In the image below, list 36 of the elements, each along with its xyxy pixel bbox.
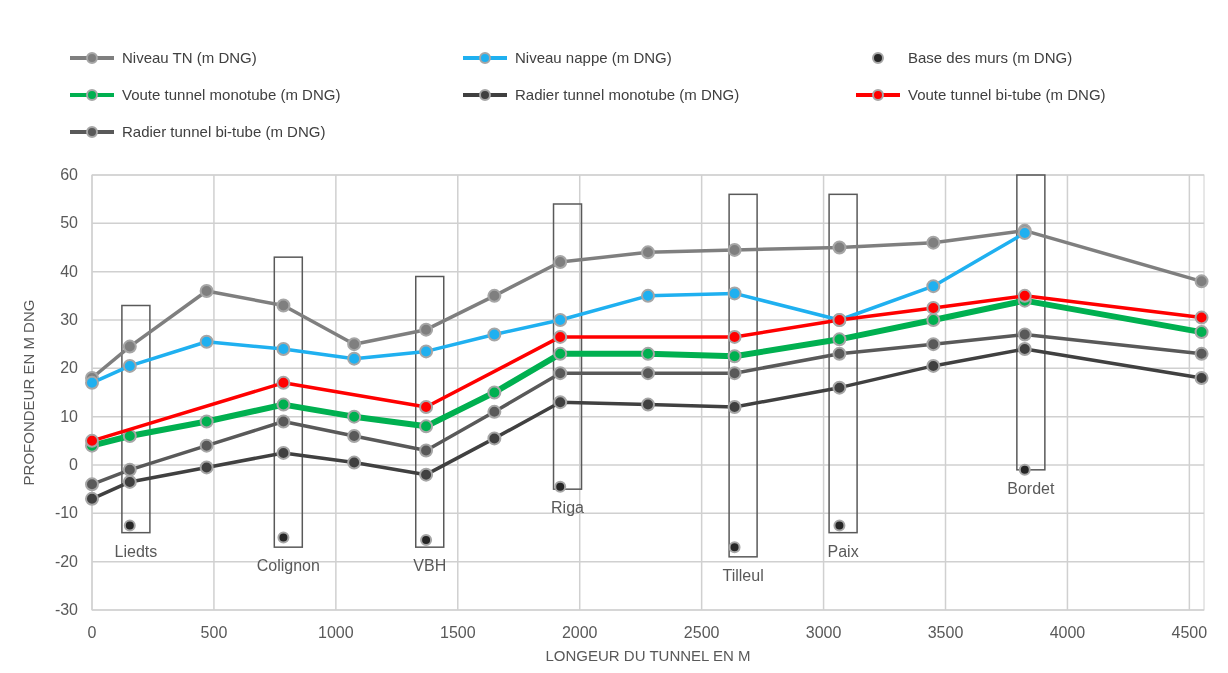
legend-label: Radier tunnel bi-tube (m DNG) — [122, 123, 326, 140]
y-tick-label: -20 — [54, 552, 79, 570]
legend-label: Voute tunnel monotube (m DNG) — [122, 86, 341, 103]
legend-label: Radier tunnel monotube (m DNG) — [515, 86, 740, 103]
legend-label: Base des murs (m DNG) — [908, 49, 1073, 66]
annotation: Liedts — [114, 542, 158, 560]
y-tick-label: 50 — [60, 214, 79, 232]
x-tick-label: 2500 — [683, 624, 720, 641]
x-tick-label: 1500 — [439, 624, 476, 641]
y-tick-label: 30 — [60, 311, 79, 328]
x-tick-label: 2000 — [561, 624, 598, 641]
y-tick-label: 10 — [60, 407, 79, 425]
y-tick-label: 20 — [60, 359, 79, 377]
x-tick-label: 0 — [87, 624, 97, 641]
annotation: VBH — [413, 557, 447, 575]
legend-label: Niveau nappe (m DNG) — [515, 49, 672, 66]
y-tick-label: -10 — [54, 504, 79, 522]
y-tick-label: -30 — [54, 601, 79, 618]
annotation: Riga — [551, 499, 585, 517]
y-axis-title: PROFONDEUR EN M DNG — [20, 299, 37, 486]
annotation: Tilleul — [722, 566, 764, 584]
x-tick-label: 3000 — [805, 624, 842, 641]
legend-label: Niveau TN (m DNG) — [122, 49, 257, 66]
x-tick-label: 1000 — [318, 624, 354, 641]
y-tick-label: 0 — [69, 456, 79, 473]
annotation: Paix — [827, 542, 859, 560]
x-tick-label: 4500 — [1171, 624, 1208, 641]
y-tick-label: 60 — [60, 166, 79, 183]
legend-label: Voute tunnel bi-tube (m DNG) — [908, 86, 1106, 103]
x-axis-title: LONGEUR DU TUNNEL EN M — [545, 647, 751, 664]
annotation: Colignon — [256, 557, 320, 575]
x-tick-label: 4000 — [1049, 624, 1086, 641]
x-tick-label: 3500 — [927, 624, 964, 641]
x-tick-label: 500 — [200, 624, 228, 641]
y-tick-label: 40 — [60, 262, 79, 280]
annotation: Bordet — [1007, 479, 1055, 497]
